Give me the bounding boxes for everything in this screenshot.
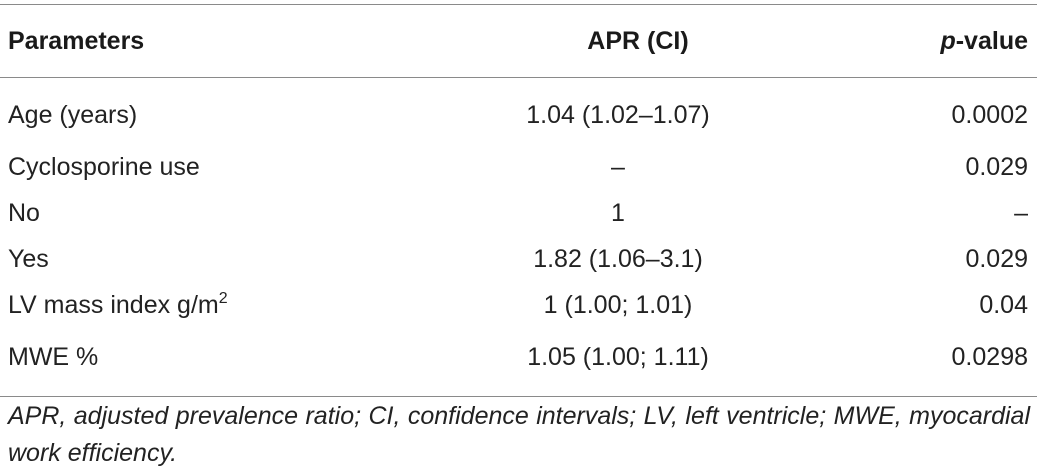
table-row: LV mass index g/m2 1 (1.00; 1.01) 0.04 (0, 282, 1037, 328)
row-apr: 1 (1.00; 1.01) (543, 290, 693, 319)
row-apr: 1 (611, 198, 625, 227)
row-p-value: 0.029 (965, 152, 1028, 181)
row-parameter: Age (years) (8, 100, 138, 129)
header-apr: APR (CI) (587, 26, 689, 55)
table-row: Cyclosporine use – 0.029 (0, 144, 1037, 190)
row-p-value: 0.0298 (951, 342, 1028, 371)
row-p-value: 0.04 (979, 290, 1028, 319)
row-apr: 1.82 (1.06–3.1) (533, 244, 703, 273)
header-p-letter: p (940, 26, 956, 55)
table-body: Age (years) 1.04 (1.02–1.07) 0.0002 Cycl… (0, 78, 1037, 397)
header-p-value: p-value (888, 5, 1037, 78)
row-parameter: Yes (8, 244, 49, 273)
header-parameters: Parameters (8, 26, 145, 55)
row-p-value: – (1014, 198, 1028, 227)
row-apr: 1.04 (1.02–1.07) (526, 100, 710, 129)
table-footnote: APR, adjusted prevalence ratio; CI, conf… (8, 402, 1030, 467)
header-p-suffix: -value (955, 26, 1028, 55)
table-row: Yes 1.82 (1.06–3.1) 0.029 (0, 236, 1037, 282)
row-parameter-superscript: 2 (218, 289, 228, 307)
results-table: Parameters APR (CI) p-value Age (years) … (0, 4, 1037, 397)
row-apr: – (611, 152, 625, 181)
table-row: No 1 – (0, 190, 1037, 236)
row-parameter: Cyclosporine use (8, 152, 200, 181)
row-parameter: MWE % (8, 342, 99, 371)
row-parameter: No (8, 198, 40, 227)
row-apr: 1.05 (1.00; 1.11) (527, 342, 709, 371)
row-p-value: 0.0002 (951, 100, 1028, 129)
row-parameter-cell: LV mass index g/m2 (0, 282, 348, 328)
table-row: MWE % 1.05 (1.00; 1.11) 0.0298 (0, 328, 1037, 397)
row-parameter: LV mass index g/m (8, 290, 219, 319)
row-p-value: 0.029 (965, 244, 1028, 273)
table-row: Age (years) 1.04 (1.02–1.07) 0.0002 (0, 78, 1037, 145)
header-row: Parameters APR (CI) p-value (0, 4, 1037, 78)
table-header: Parameters APR (CI) p-value (0, 4, 1037, 78)
